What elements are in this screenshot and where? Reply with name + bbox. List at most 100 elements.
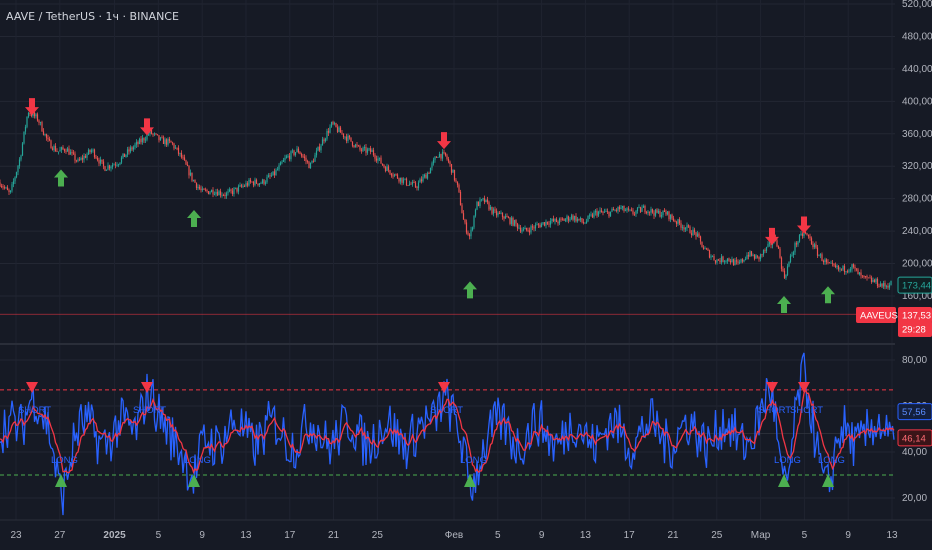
candle-body [546,221,549,224]
candle-body [824,259,826,263]
candle-body [122,153,124,158]
candle-body [357,145,360,147]
candle-body [363,147,366,148]
price-tick-label: 200,00 [902,259,932,270]
candle-body [644,205,646,213]
candle-body [518,227,520,229]
candle-body [659,211,661,217]
candle-body [693,229,696,233]
candle-body [36,114,39,121]
candle-body [281,161,283,163]
candle-body [371,150,373,152]
candle-body [6,187,9,191]
candle-body [768,242,771,244]
candle-body [350,137,352,142]
candle-body [800,233,802,236]
candle-body [140,138,142,143]
candle-body [9,190,12,193]
candle-body [374,154,376,159]
candle-body [618,206,621,209]
candle-body [315,150,318,156]
candle-body [99,159,102,164]
sell-arrow-icon [765,227,779,245]
candle-body [810,238,813,244]
candle-body [540,223,543,228]
candle-body [176,147,178,149]
candle-body [872,280,874,282]
time-tick-label: 9 [539,530,545,541]
candle-body [684,228,687,230]
osc-tick-label: 40,00 [902,447,927,458]
candle-body [486,199,489,203]
candle-body [272,171,274,176]
time-axis[interactable]: 23 27 2025 5 9 13 17 21 25 Фев 5 9 13 17 21 25 Мар 5 9 13 [0,519,932,541]
candle-body [384,167,387,171]
candle-body [464,219,466,223]
candle-body [17,165,19,173]
candle-body [506,216,508,218]
candle-body [309,162,312,169]
candle-body [444,152,447,156]
candle-body [191,172,193,181]
candle-body [819,254,822,256]
candle-body [702,247,705,249]
candle-body [366,149,369,153]
candle-body [663,210,666,213]
candle-body [575,216,577,222]
candle-body [72,152,75,154]
candle-body [162,137,165,145]
candle-body [372,150,375,155]
price-tick-label: 520,00 [902,0,932,10]
osc-buy-triangle-icon [822,474,834,487]
candle-body [437,157,439,158]
candle-body [647,211,649,214]
candle-body [612,208,615,211]
candle-body [135,141,138,145]
countdown-tag-bg [898,321,932,337]
candle-body [704,248,706,250]
time-tick-label: 17 [624,530,636,541]
candle-body [117,164,120,166]
candle-body [293,150,295,155]
candle-body [401,177,403,183]
candle-body [707,249,709,251]
candle-body [33,112,36,117]
candle-body [275,169,277,176]
candle-body [734,260,736,266]
candle-body [179,152,181,154]
candle-body [318,146,321,151]
candle-body [365,147,367,153]
candle-body [854,266,856,269]
candle-body [212,189,214,195]
candle-body [605,211,607,213]
candle-body [182,157,184,159]
candle-body [821,254,823,261]
candle-body [851,264,853,270]
candle-body [696,233,699,237]
candle-body [377,158,379,161]
candle-body [477,202,480,207]
candle-body [86,154,88,158]
candle-body [75,160,78,162]
candle-body [828,262,831,264]
candle-body [564,219,567,221]
candle-body [845,271,847,273]
candle-body [509,217,511,224]
time-tick-label: 5 [495,530,501,541]
candle-body [782,268,784,271]
candle-body [786,266,789,275]
candle-body [611,208,613,212]
candle-body [491,206,493,214]
candle-body [393,174,396,176]
candle-body [131,147,133,150]
candle-body [683,227,685,230]
sell-arrow-icon [797,216,811,234]
candle-body [852,264,855,267]
price-tick-label: 480,00 [902,31,932,42]
candle-body [81,157,84,160]
candle-body [3,187,6,189]
time-tick-label: 13 [240,530,252,541]
candle-body [666,211,669,215]
candle-body [761,254,763,256]
